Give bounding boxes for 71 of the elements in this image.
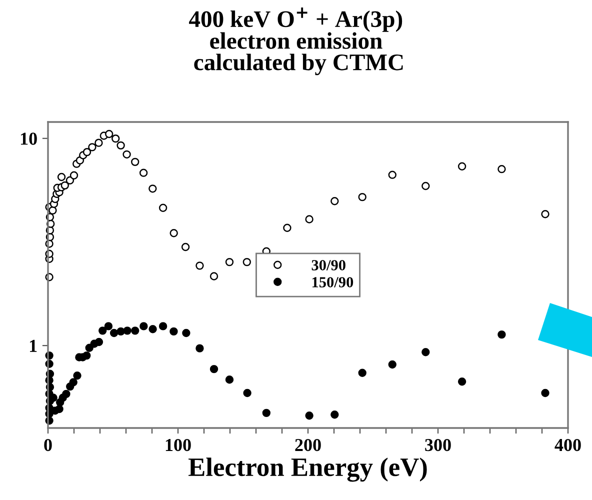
x-tick-label: 300: [425, 438, 451, 452]
x-tick-label: 200: [295, 438, 321, 452]
point: [358, 192, 366, 202]
point: [330, 197, 339, 206]
point: [148, 325, 157, 334]
legend-label: 150/90: [312, 277, 354, 288]
point: [123, 326, 132, 335]
point: [158, 322, 168, 330]
x-tick-label: 0: [44, 438, 52, 452]
point: [105, 130, 114, 138]
point: [98, 326, 107, 335]
point: [170, 229, 178, 238]
y-tick-label: 10: [20, 132, 37, 145]
point: [182, 328, 190, 338]
point: [48, 206, 57, 215]
point: [242, 258, 251, 266]
point: [69, 378, 78, 386]
point: [139, 168, 148, 177]
point: [283, 224, 292, 232]
point: [73, 372, 82, 380]
point: [458, 377, 466, 386]
x-axis-title: Electron Energy (eV): [188, 458, 427, 482]
point: [210, 364, 218, 374]
point: [82, 351, 91, 360]
point: [131, 326, 140, 335]
y-tick-label: 1: [30, 340, 37, 352]
point: [305, 412, 314, 420]
x-tick-label: 400: [554, 438, 581, 452]
point: [104, 322, 113, 330]
point: [330, 410, 339, 419]
point: [94, 138, 103, 147]
point: [422, 182, 430, 190]
point: [131, 158, 140, 166]
point: [55, 404, 64, 414]
x-tick-label: 100: [166, 438, 191, 452]
point: [110, 328, 118, 338]
point: [170, 327, 178, 336]
point: [358, 368, 366, 377]
point: [498, 330, 506, 339]
point: [458, 162, 466, 170]
point: [148, 184, 157, 193]
point: [116, 141, 125, 150]
point: [181, 242, 190, 252]
point: [243, 388, 252, 398]
point: [158, 204, 168, 212]
point: [140, 322, 148, 330]
point: [541, 210, 550, 218]
point: [62, 390, 70, 398]
point: [112, 134, 120, 143]
point: [498, 164, 506, 174]
point: [305, 215, 314, 224]
point: [225, 258, 234, 266]
point: [225, 376, 234, 384]
point: [94, 338, 104, 346]
legend-label: 30/90: [312, 260, 346, 270]
point: [82, 148, 92, 156]
point: [210, 272, 218, 280]
point: [196, 344, 204, 352]
point: [122, 150, 131, 159]
chart-title: 400 keV O$^{+}$ + Ar(3p) electron emission calculated by CTMC: [189, 8, 403, 76]
point: [66, 176, 74, 184]
point: [57, 172, 66, 182]
point: [388, 360, 396, 369]
point: [70, 171, 78, 180]
point: [88, 143, 96, 152]
point: [60, 181, 69, 190]
point: [422, 348, 430, 356]
point: [388, 170, 396, 179]
point: [196, 262, 204, 270]
point: [262, 408, 270, 418]
point: [541, 388, 550, 398]
